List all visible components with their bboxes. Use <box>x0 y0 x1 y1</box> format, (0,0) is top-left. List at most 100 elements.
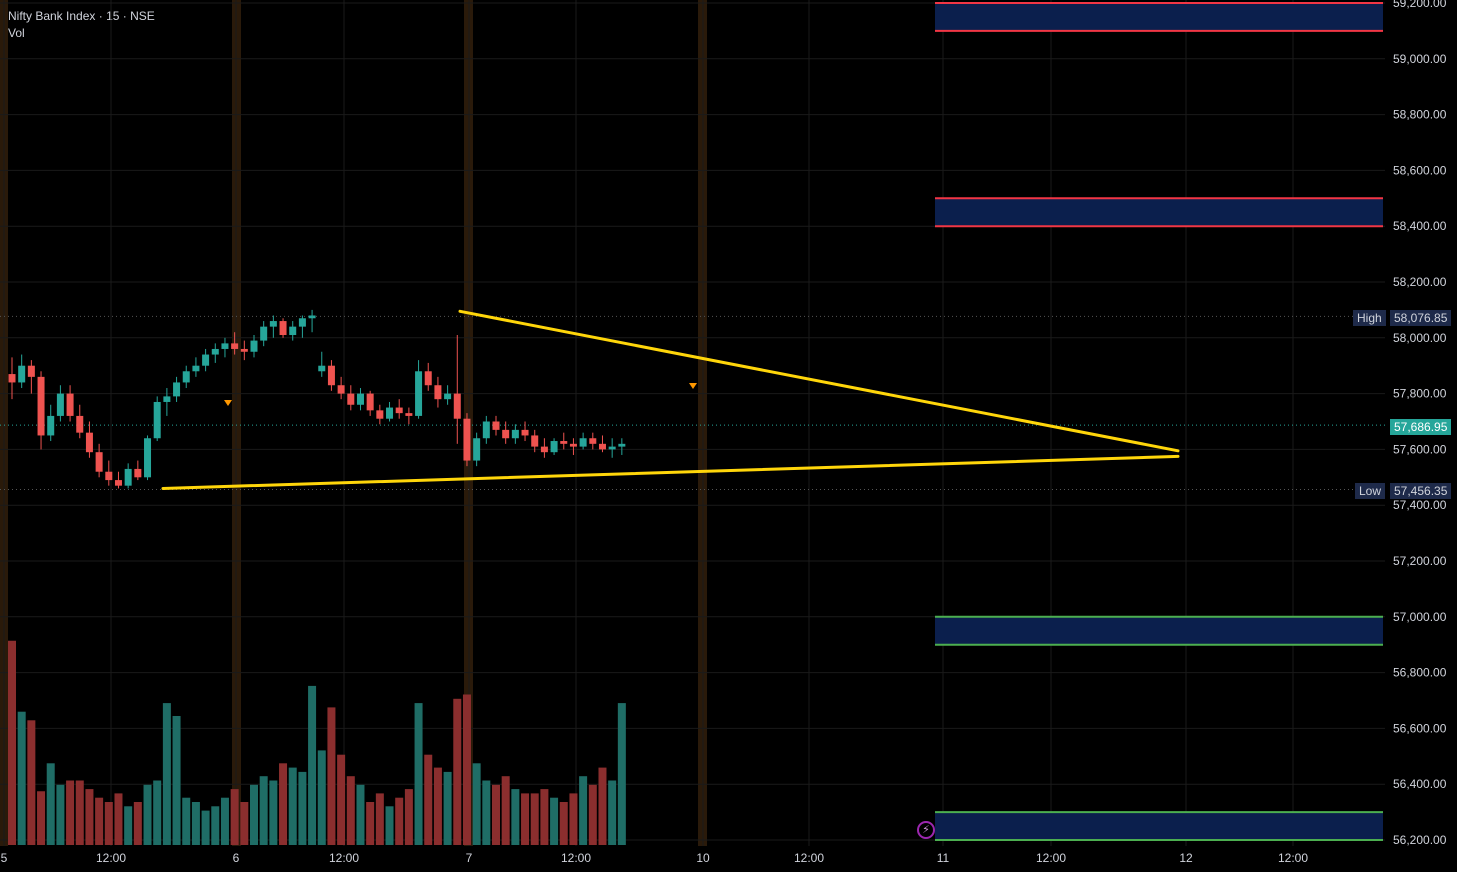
volume-bar <box>530 793 539 845</box>
candle-body <box>318 365 326 372</box>
volume-bar <box>288 767 297 845</box>
candle-body <box>482 421 490 439</box>
candle-body <box>492 421 500 430</box>
candle-body <box>463 418 471 461</box>
y-tick-label: 58,000.00 <box>1393 331 1447 345</box>
y-tick-label: 57,000.00 <box>1393 610 1447 624</box>
candle-body <box>250 340 258 352</box>
candle-body <box>27 365 35 377</box>
candle-body <box>453 393 461 419</box>
volume-bar <box>453 698 462 845</box>
volume-bar <box>250 784 258 845</box>
alert-bolt-icon[interactable]: ⚡ <box>917 821 935 839</box>
volume-bar <box>211 806 220 845</box>
y-tick-label: 57,200.00 <box>1393 554 1447 568</box>
volume-bar <box>220 797 229 845</box>
volume-bar <box>579 776 588 845</box>
candle-body <box>221 343 229 349</box>
candle-body <box>134 468 142 478</box>
candle-body <box>618 443 626 447</box>
candle-body <box>521 429 529 436</box>
legend-separator: · <box>98 9 103 23</box>
x-tick-label: 12:00 <box>1278 851 1308 865</box>
support-zone-2 <box>935 616 1383 645</box>
high-value: 58,076.85 <box>1390 310 1452 326</box>
volume-bar <box>46 763 55 845</box>
resistance-zone-1 <box>935 198 1383 227</box>
volume-bar <box>462 694 471 845</box>
candle-body <box>337 385 345 394</box>
candle-body <box>560 441 568 444</box>
legend-separator-2: · <box>122 9 127 23</box>
low-value: 57,456.35 <box>1390 483 1452 499</box>
volume-bar <box>482 780 491 845</box>
y-tick-label: 58,800.00 <box>1393 108 1447 122</box>
exchange-label: NSE <box>130 9 155 23</box>
volume-bar <box>550 797 559 845</box>
volume-bar <box>356 784 365 845</box>
volume-bar <box>608 780 617 845</box>
candle-body <box>231 343 239 349</box>
volume-bar <box>104 802 113 845</box>
y-tick-label: 56,200.00 <box>1393 833 1447 847</box>
volume-bar <box>298 771 307 845</box>
low-label: Low <box>1355 483 1386 499</box>
x-tick-label: 12 <box>1179 851 1193 865</box>
candle-body <box>444 393 452 400</box>
candle-body <box>240 348 248 352</box>
candle-body <box>66 393 74 416</box>
volume-bar <box>433 767 442 845</box>
x-tick-label: 7 <box>466 851 473 865</box>
symbol-line[interactable]: Nifty Bank Index · 15 · NSE <box>8 8 155 25</box>
y-tick-label: 59,000.00 <box>1393 52 1447 66</box>
candle-body <box>289 326 297 336</box>
y-tick-label: 57,800.00 <box>1393 387 1447 401</box>
y-tick-label: 56,800.00 <box>1393 666 1447 680</box>
volume-bar <box>162 703 171 845</box>
volume-bar <box>617 703 626 845</box>
candle-body <box>153 401 161 439</box>
volume-bar <box>279 763 288 845</box>
volume-bar <box>317 750 326 845</box>
volume-bar <box>385 806 394 845</box>
candle-body <box>260 326 268 341</box>
volume-bar <box>404 789 413 845</box>
volume-bar <box>95 797 104 845</box>
candle-body <box>202 354 210 366</box>
candle-body <box>124 468 132 486</box>
volume-bar <box>540 789 549 845</box>
volume-bar <box>492 784 500 845</box>
candle-body <box>347 393 355 405</box>
volume-bar <box>598 767 607 845</box>
x-tick-label: 12:00 <box>96 851 126 865</box>
volume-bar <box>66 780 75 845</box>
volume-bar <box>424 754 433 845</box>
candle-body <box>376 410 384 419</box>
triangle-trendline-0 <box>458 309 1180 453</box>
volume-bar <box>569 793 578 845</box>
y-tick-label: 58,600.00 <box>1393 163 1447 177</box>
candle-body <box>511 429 519 439</box>
candle-body <box>192 365 200 372</box>
candle-body <box>85 432 93 453</box>
x-tick-label: 12:00 <box>1036 851 1066 865</box>
y-tick-label: 58,400.00 <box>1393 219 1447 233</box>
candle-body <box>56 393 64 416</box>
event-marker-icon <box>224 400 232 406</box>
candle-body <box>608 446 616 450</box>
event-marker-icon <box>689 383 697 389</box>
candle-body <box>182 371 190 383</box>
volume-bar <box>443 771 452 845</box>
candle-body <box>211 348 219 355</box>
candle-body <box>18 365 26 383</box>
candle-body <box>8 374 16 383</box>
support-zone-3 <box>935 812 1383 840</box>
volume-legend[interactable]: Vol <box>8 26 25 40</box>
volume-bar <box>56 784 65 845</box>
volume-bar <box>133 802 142 845</box>
volume-bar <box>8 640 16 845</box>
x-tick-label: 6 <box>233 851 240 865</box>
volume-bar <box>501 776 510 845</box>
volume-bar <box>414 703 423 845</box>
